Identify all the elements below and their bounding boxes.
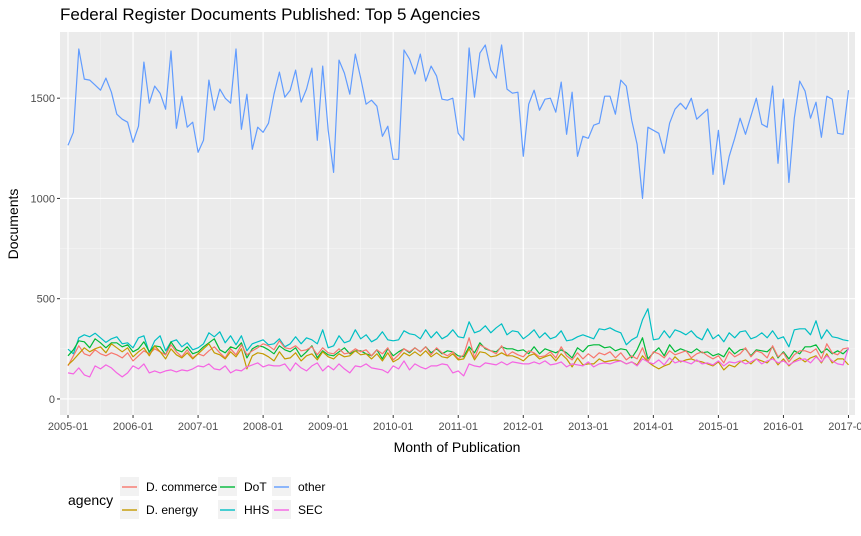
legend-label-d-commerce: D. commerce: [146, 480, 218, 494]
x-tick-label: 2008-01: [243, 421, 283, 433]
legend-label-dot: DoT: [244, 480, 267, 494]
x-tick-label: 2017-01: [828, 421, 861, 433]
x-tick-label: 2014-01: [633, 421, 673, 433]
legend-label-sec: SEC: [298, 503, 323, 517]
series-line-other: [67, 44, 850, 199]
x-tick-label: 2012-01: [503, 421, 543, 433]
legend-label-other: other: [298, 480, 325, 494]
plot-panel: [60, 32, 855, 415]
series-line-sec: [67, 347, 850, 378]
series-lines: [67, 44, 850, 378]
y-tick-label: 1000: [31, 193, 55, 205]
x-tick-label: 2009-01: [308, 421, 348, 433]
series-line-hhs: [67, 308, 849, 355]
y-tick-label: 0: [49, 394, 55, 406]
y-axis-title: Documents: [5, 189, 21, 260]
y-tick-label: 1500: [31, 93, 55, 105]
x-tick-label: 2007-01: [178, 421, 218, 433]
x-tick-label: 2013-01: [568, 421, 608, 433]
x-axis: 2005-01 2006-01 2007-01 2008-01 2009-01 2010-…: [48, 415, 861, 433]
x-tick-label: 2011-01: [438, 421, 478, 433]
x-tick-label: 2015-01: [698, 421, 738, 433]
legend-title: agency: [68, 492, 113, 508]
x-tick-label: 2005-01: [48, 421, 88, 433]
legend: agency D. commerce D. energy DoT HHS other SE…: [68, 477, 325, 519]
x-tick-label: 2010-01: [373, 421, 413, 433]
y-axis: 0 500 1000 1500: [31, 93, 60, 406]
chart-title: Federal Register Documents Published: To…: [60, 5, 480, 24]
x-tick-label: 2006-01: [113, 421, 153, 433]
legend-label-d-energy: D. energy: [146, 503, 198, 517]
series-line-dot: [67, 337, 849, 360]
x-axis-title: Month of Publication: [394, 439, 521, 455]
y-tick-label: 500: [37, 294, 55, 306]
legend-label-hhs: HHS: [244, 503, 269, 517]
series-line-d-energy: [67, 343, 849, 371]
grid-lines: [60, 32, 855, 415]
x-tick-label: 2016-01: [763, 421, 803, 433]
